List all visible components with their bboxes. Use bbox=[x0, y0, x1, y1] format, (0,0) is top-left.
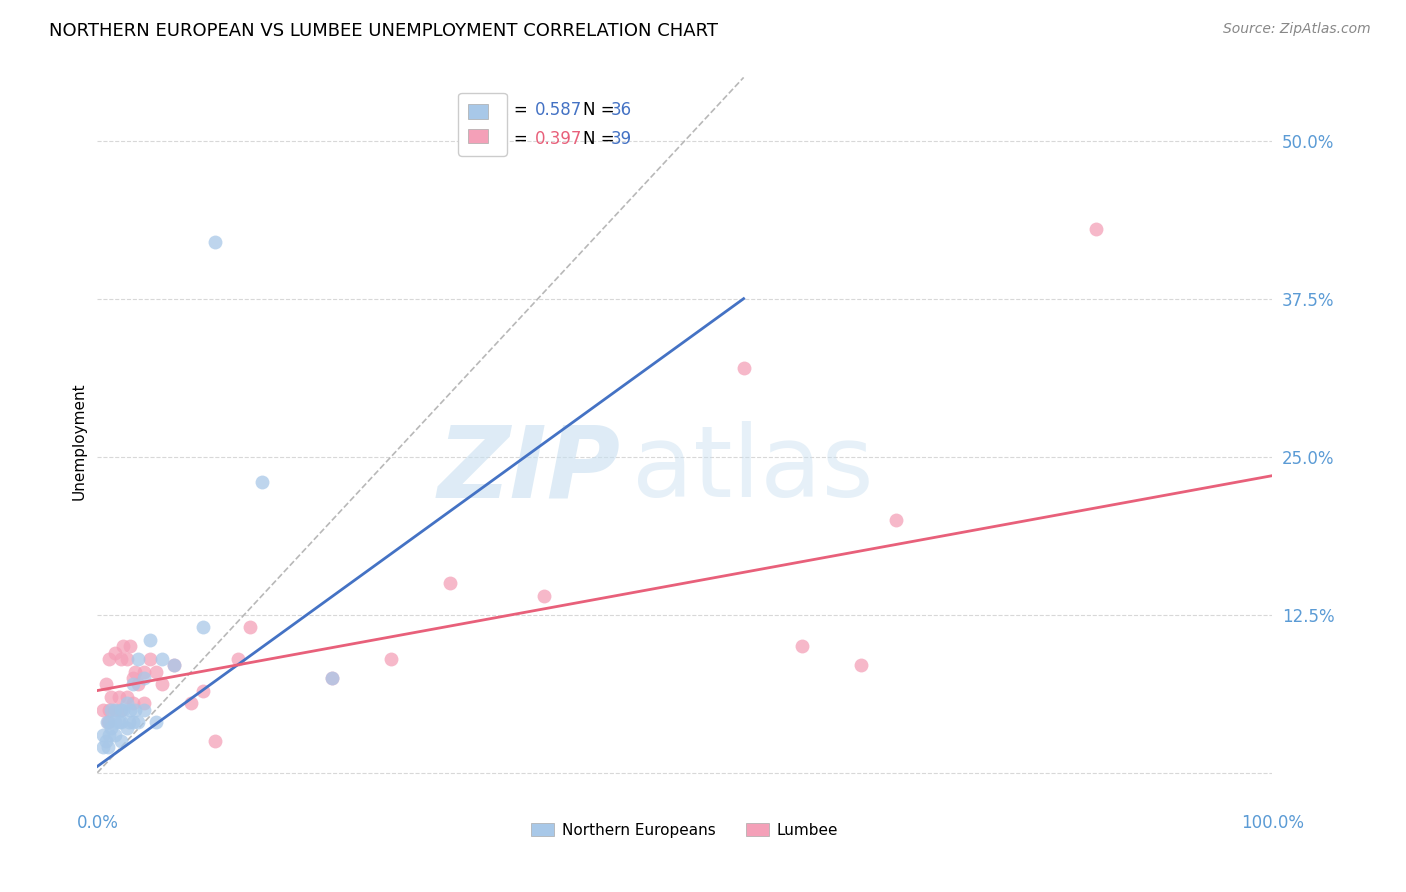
Point bbox=[191, 683, 214, 698]
Text: ZIP: ZIP bbox=[437, 421, 620, 518]
Point bbox=[96, 715, 118, 730]
Point bbox=[163, 658, 186, 673]
Point bbox=[533, 589, 555, 603]
Point bbox=[104, 728, 127, 742]
Point bbox=[204, 235, 226, 249]
Text: N =: N = bbox=[582, 101, 620, 120]
Point bbox=[849, 658, 872, 673]
Point bbox=[439, 576, 461, 591]
Text: R =: R = bbox=[496, 130, 533, 148]
Point bbox=[228, 652, 250, 666]
Y-axis label: Unemployment: Unemployment bbox=[72, 382, 86, 500]
Point bbox=[100, 702, 122, 716]
Point bbox=[121, 715, 143, 730]
Text: 0.587: 0.587 bbox=[534, 101, 582, 120]
Point bbox=[115, 690, 138, 704]
Point bbox=[115, 722, 138, 736]
Point bbox=[121, 677, 143, 691]
Point bbox=[134, 671, 156, 685]
Point bbox=[886, 513, 908, 527]
Point bbox=[97, 715, 120, 730]
Point bbox=[104, 715, 127, 730]
Point bbox=[104, 646, 127, 660]
Point bbox=[380, 652, 402, 666]
Point bbox=[97, 740, 120, 755]
Point bbox=[120, 640, 142, 654]
Point bbox=[150, 677, 173, 691]
Point bbox=[204, 734, 226, 748]
Point bbox=[107, 690, 129, 704]
Point bbox=[733, 361, 755, 376]
Point bbox=[110, 734, 132, 748]
Text: atlas: atlas bbox=[633, 421, 873, 518]
Point bbox=[115, 652, 138, 666]
Point bbox=[321, 671, 343, 685]
Point bbox=[150, 652, 173, 666]
Point bbox=[98, 728, 121, 742]
Point bbox=[120, 702, 142, 716]
Point bbox=[127, 715, 149, 730]
Point bbox=[191, 620, 214, 634]
Point bbox=[110, 702, 132, 716]
Point bbox=[100, 690, 122, 704]
Point bbox=[121, 696, 143, 710]
Point bbox=[134, 702, 156, 716]
Point bbox=[110, 715, 132, 730]
Point bbox=[145, 715, 167, 730]
Point bbox=[98, 652, 121, 666]
Point bbox=[139, 652, 162, 666]
Point bbox=[110, 652, 132, 666]
Point bbox=[98, 702, 121, 716]
Point bbox=[121, 671, 143, 685]
Point bbox=[98, 715, 121, 730]
Point bbox=[250, 475, 273, 489]
Text: N =: N = bbox=[582, 130, 620, 148]
Point bbox=[107, 715, 129, 730]
Point bbox=[127, 652, 149, 666]
Point bbox=[100, 722, 122, 736]
Point bbox=[163, 658, 186, 673]
Point bbox=[115, 696, 138, 710]
Point bbox=[104, 702, 127, 716]
Point bbox=[118, 715, 141, 730]
Text: R =: R = bbox=[496, 101, 533, 120]
Point bbox=[180, 696, 202, 710]
Point bbox=[134, 665, 156, 679]
Point bbox=[94, 677, 117, 691]
Point bbox=[104, 702, 127, 716]
Point bbox=[792, 640, 814, 654]
Text: NORTHERN EUROPEAN VS LUMBEE UNEMPLOYMENT CORRELATION CHART: NORTHERN EUROPEAN VS LUMBEE UNEMPLOYMENT… bbox=[49, 22, 718, 40]
Point bbox=[112, 702, 135, 716]
Text: 39: 39 bbox=[610, 130, 631, 148]
Point bbox=[112, 640, 135, 654]
Point bbox=[110, 702, 132, 716]
Point bbox=[321, 671, 343, 685]
Text: Source: ZipAtlas.com: Source: ZipAtlas.com bbox=[1223, 22, 1371, 37]
Point bbox=[91, 740, 114, 755]
Point bbox=[91, 702, 114, 716]
Text: 36: 36 bbox=[610, 101, 631, 120]
Point bbox=[134, 696, 156, 710]
Text: 0.397: 0.397 bbox=[534, 130, 582, 148]
Point bbox=[145, 665, 167, 679]
Point bbox=[124, 665, 146, 679]
Point bbox=[239, 620, 262, 634]
Point bbox=[94, 734, 117, 748]
Point bbox=[124, 702, 146, 716]
Point bbox=[127, 677, 149, 691]
Point bbox=[139, 632, 162, 647]
Point bbox=[1085, 222, 1108, 236]
Legend: Northern Europeans, Lumbee: Northern Europeans, Lumbee bbox=[526, 817, 845, 844]
Point bbox=[91, 728, 114, 742]
